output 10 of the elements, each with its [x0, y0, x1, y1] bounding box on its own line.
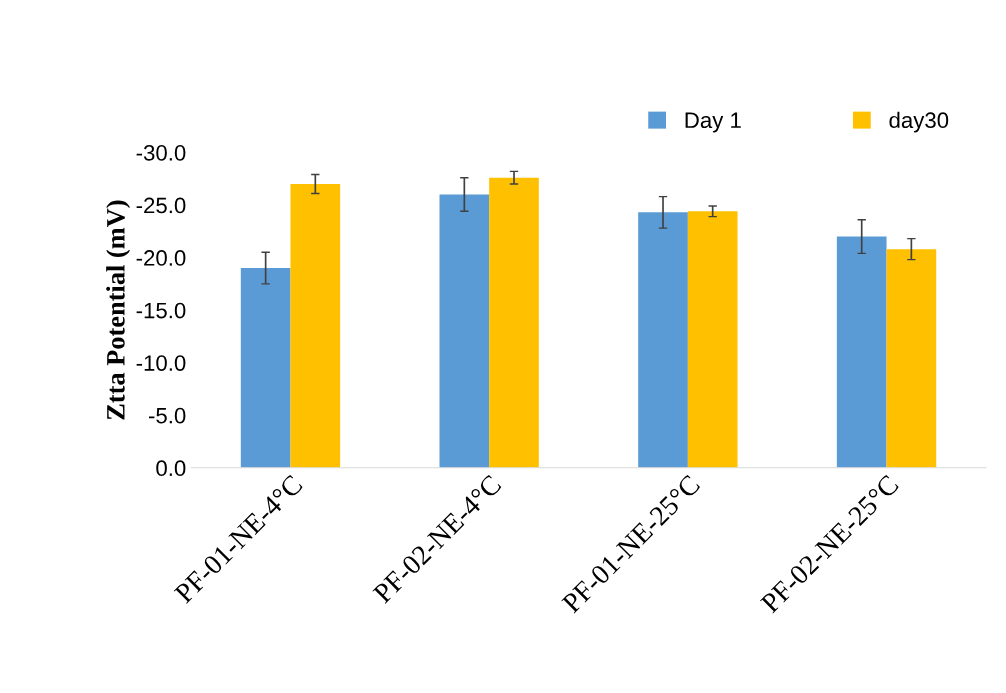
y-tick-label: -10.0: [136, 355, 186, 371]
legend-label: Day 1: [685, 112, 741, 133]
y-tick-label: -15.0: [136, 302, 186, 319]
y-tick-label: 0.0: [156, 460, 186, 477]
y-tick-label: -30.0: [136, 144, 186, 161]
y-tick-label: -25.0: [136, 197, 186, 214]
y-axis-title: Ztta Potential (mV): [106, 200, 131, 420]
y-tick-label: -5.0: [148, 407, 186, 424]
y-tick-label: -20.0: [136, 250, 186, 266]
legend-label: day30: [889, 111, 949, 133]
